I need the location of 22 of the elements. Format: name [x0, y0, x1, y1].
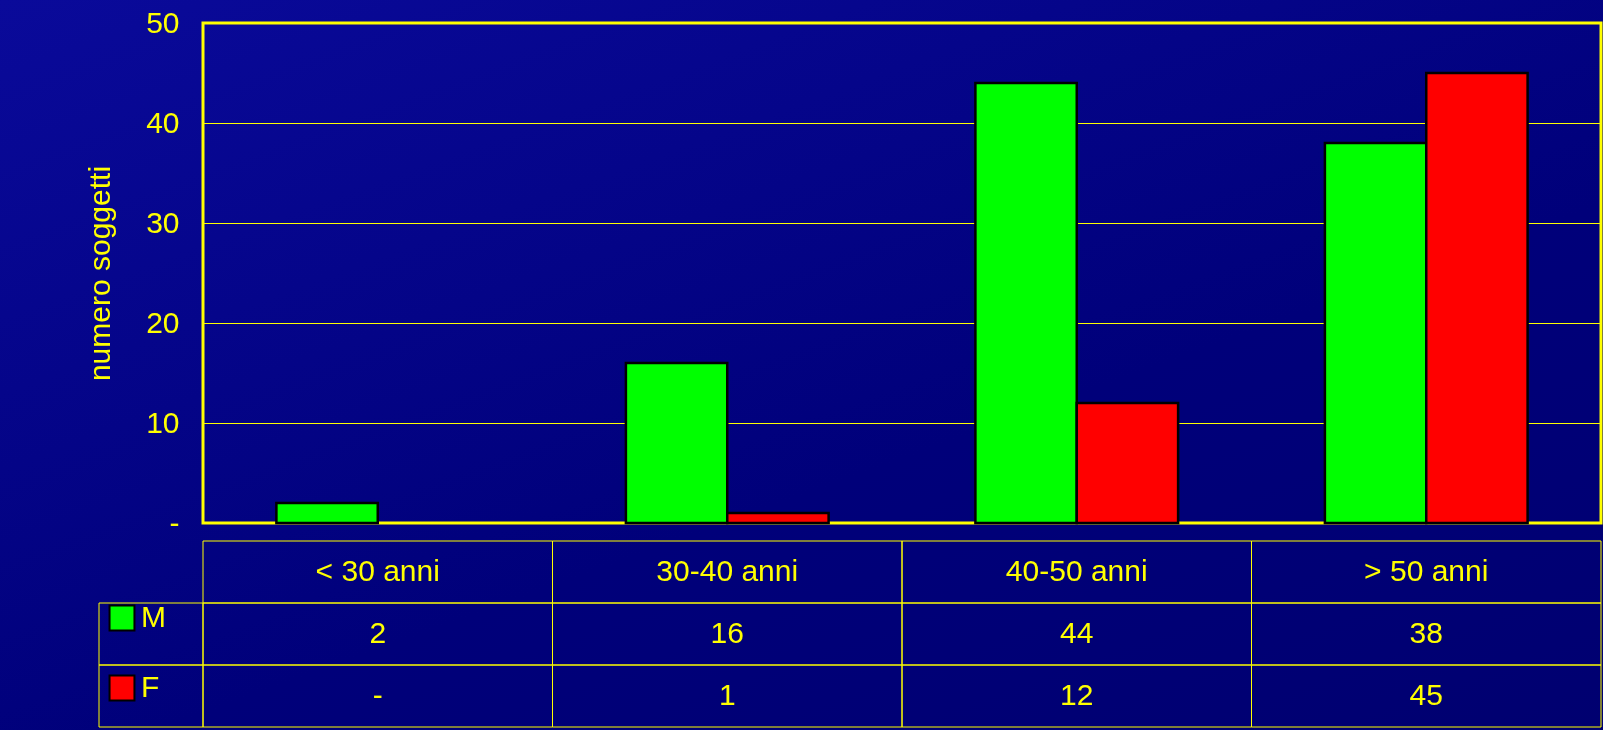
y-tick-label: - — [169, 505, 180, 539]
y-tick-label: 40 — [146, 105, 180, 139]
bar — [275, 501, 379, 525]
legend-label: M — [141, 600, 166, 633]
x-tick-label: > 50 anni — [1364, 554, 1489, 587]
data-label: 38 — [1409, 616, 1443, 649]
data-label: 12 — [1060, 678, 1094, 711]
x-tick-label: < 30 anni — [315, 554, 440, 587]
x-tick-label: 30-40 anni — [656, 554, 799, 587]
data-label: 44 — [1060, 616, 1094, 649]
legend-label: F — [141, 670, 160, 703]
y-tick-label: 30 — [146, 205, 180, 239]
y-tick-label: 20 — [146, 305, 180, 339]
x-tick-label: 40-50 anni — [1005, 554, 1148, 587]
data-label: 45 — [1409, 678, 1443, 711]
text: - — [372, 678, 383, 711]
data-label: 2 — [369, 616, 387, 649]
data-label: 1 — [718, 678, 736, 711]
y-axis-title: numero soggetti — [83, 165, 117, 382]
data-label: 16 — [710, 616, 744, 649]
y-tick-label: 50 — [146, 5, 180, 39]
y-tick-label: 10 — [146, 405, 180, 439]
